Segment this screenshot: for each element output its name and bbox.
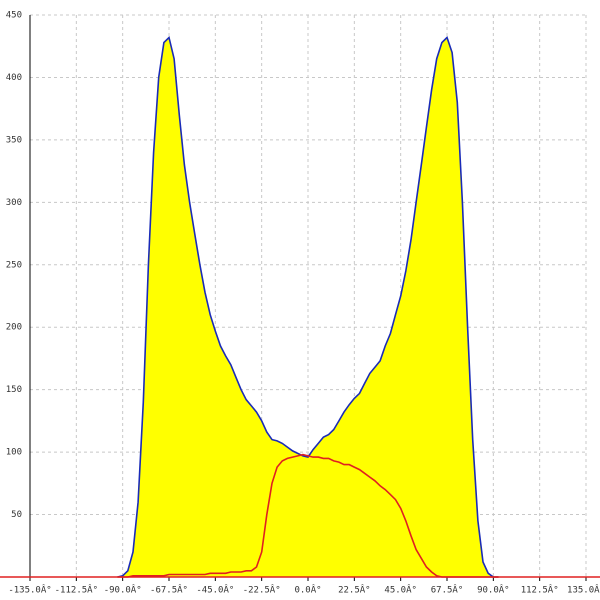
x-tick-label: -112.5Â° xyxy=(55,584,98,596)
line xyxy=(117,35,499,578)
x-tick-label: -45.0Â° xyxy=(196,584,234,596)
x-tick-label: -22.5Â° xyxy=(243,584,281,596)
x-tick-label: 135.0Â° xyxy=(567,584,600,596)
x-tick-label: 45.0Â° xyxy=(384,584,417,596)
x-tick-label: 22.5Â° xyxy=(338,584,371,596)
area xyxy=(117,37,499,577)
x-tick-label: 0.0Â° xyxy=(294,584,321,596)
y-tick-label: 450 xyxy=(6,11,22,21)
y-tick-label: 250 xyxy=(6,260,22,270)
y-tick-label: 350 xyxy=(6,135,22,145)
y-tick-label: 200 xyxy=(6,323,22,333)
x-tick-label: -90.0Â° xyxy=(104,584,142,596)
x-tick-label: 67.5Â° xyxy=(431,584,464,596)
y-tick-label: 100 xyxy=(6,448,22,458)
y-tick-label: 150 xyxy=(6,385,22,395)
x-tick-label: -67.5Â° xyxy=(150,584,188,596)
y-tick-label: 300 xyxy=(6,198,22,208)
line xyxy=(117,453,499,578)
y-tick-label: 50 xyxy=(11,510,22,520)
x-tick-label: 112.5Â° xyxy=(521,584,559,596)
x-tick-label: -135.0Â° xyxy=(8,584,51,596)
x-tick-label: 90.0Â° xyxy=(477,584,510,596)
y-tick-label: 400 xyxy=(6,73,22,83)
